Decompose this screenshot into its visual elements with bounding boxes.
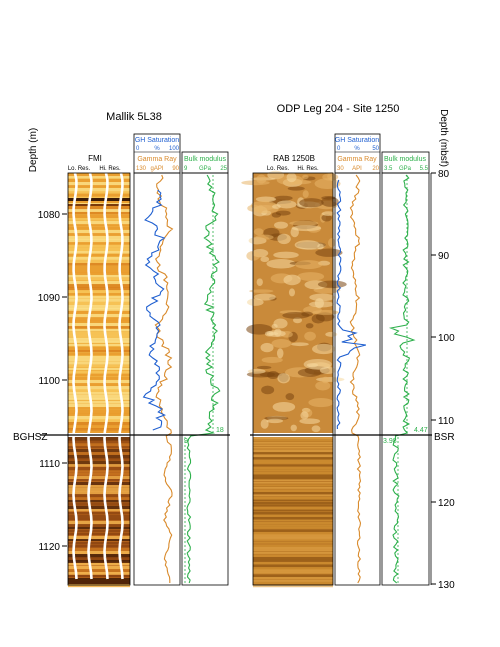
fmi-hi-res-label: Hi. Res. [99, 166, 121, 172]
left-gh-scale-min: 0 [136, 146, 140, 152]
left-gh-gamma-track [133, 172, 181, 586]
right-gamma-scale-unit: API [352, 166, 362, 172]
right-bulk-lower-value: 3.98 [383, 438, 397, 445]
left-depth-tick-1120: 1120 [38, 542, 60, 553]
rab-title: RAB 1250B [273, 154, 315, 163]
left-bulk-modulus-curve [186, 174, 221, 584]
right-gh-header-label: GH Saturation [335, 137, 379, 144]
left-bulk-upper-value: 18 [216, 427, 224, 434]
right-bulk-scale-max: 5.5 [420, 166, 429, 172]
left-bulk-lower-value: 9 [184, 438, 188, 445]
right-depth-tick-110: 110 [438, 416, 454, 427]
left-bulk-header-label: Bulk modulus [184, 156, 227, 163]
right-bulk-header-label: Bulk modulus [384, 156, 427, 163]
fmi-title: FMI [88, 154, 102, 163]
left-depth-tick-1090: 1090 [38, 293, 61, 304]
left-gamma-scale-min: 130 [136, 166, 147, 172]
right-depth-tick-130: 130 [438, 580, 455, 591]
left-bulk-header: Bulk modulus 9 GPa 25 [181, 151, 229, 174]
left-bulk-track [181, 172, 229, 586]
right-depth-tick-80: 80 [438, 169, 450, 180]
rab-hi-res-label: Hi. Res. [297, 166, 319, 172]
right-gamma-ray-curve [349, 174, 362, 584]
left-gamma-ray-curve [154, 174, 174, 583]
right-boundary-label: BSR [434, 432, 455, 443]
left-gh-scale-max: 100 [169, 146, 180, 152]
right-gamma-scale-max: 20 [372, 166, 379, 172]
left-bulk-scale-min: 9 [184, 166, 188, 172]
left-depth-tick-1110: 1110 [39, 459, 60, 470]
left-gh-scale-unit: % [154, 146, 160, 152]
right-bulk-track [381, 172, 430, 586]
right-bulk-header: Bulk modulus 3.5 GPa 5.5 [381, 151, 430, 174]
left-depth-axis-label: Depth (m) [28, 128, 39, 172]
right-gh-scale-max: 50 [372, 146, 379, 152]
left-gh-header: GH Saturation 0 % 100 Gamma Ray 130 gAPI… [133, 133, 181, 174]
right-gh-header: GH Saturation 0 % 50 Gamma Ray 30 API 20 [334, 133, 381, 174]
rab-lo-res-label: Lo. Res. [267, 166, 290, 172]
left-gamma-scale-max: 90 [172, 166, 179, 172]
right-bulk-scale-unit: GPa [399, 166, 412, 172]
left-depth-ticks: 1080 1090 1100 1110 1120 [38, 210, 67, 553]
right-gamma-header-label: Gamma Ray [337, 156, 377, 163]
right-depth-tick-120: 120 [438, 498, 455, 509]
right-gh-scale-min: 0 [337, 146, 341, 152]
left-depth-tick-1100: 1100 [38, 376, 60, 387]
right-panel-title: ODP Leg 204 - Site 1250 [277, 103, 400, 115]
right-depth-tick-90: 90 [438, 251, 450, 262]
right-depth-tick-100: 100 [438, 333, 455, 344]
right-bulk-modulus-curve [388, 174, 416, 584]
right-gh-saturation-curve [336, 179, 367, 430]
left-gh-header-label: GH Saturation [135, 137, 179, 144]
right-gamma-scale-min: 30 [337, 166, 344, 172]
left-gh-saturation-curve [142, 189, 167, 431]
right-bulk-upper-value: 4.47 [414, 427, 428, 434]
left-gamma-header-label: Gamma Ray [137, 156, 177, 163]
left-gamma-scale-unit: gAPI [150, 166, 163, 172]
right-depth-ticks: 80 90 100 110 120 130 [431, 169, 455, 591]
right-depth-axis-label: Depth (mbsf) [438, 109, 449, 167]
left-panel-title: Mallik 5L38 [106, 111, 162, 123]
left-depth-tick-1080: 1080 [38, 210, 61, 221]
fmi-lo-res-label: Lo. Res. [68, 166, 91, 172]
left-bulk-scale-max: 25 [220, 166, 227, 172]
right-bulk-scale-min: 3.5 [384, 166, 393, 172]
fmi-image [67, 172, 131, 588]
left-bulk-scale-unit: GPa [199, 166, 212, 172]
rab-image [241, 170, 347, 588]
right-gh-scale-unit: % [354, 146, 360, 152]
right-gh-gamma-track [334, 172, 381, 586]
left-boundary-label: BGHSZ [13, 432, 47, 443]
